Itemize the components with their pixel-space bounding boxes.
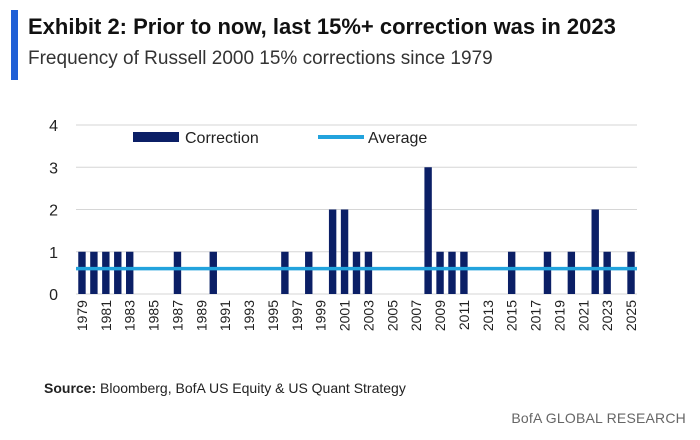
x-tick-label: 1981 <box>98 300 114 331</box>
x-tick-label: 2009 <box>432 300 448 331</box>
bar-1987 <box>173 251 182 294</box>
x-tick-label: 1991 <box>217 300 233 331</box>
x-tick-label: 2015 <box>504 300 520 331</box>
x-tick-label: 2019 <box>551 300 567 331</box>
x-tick-label: 1995 <box>265 300 281 331</box>
bar-1996 <box>281 251 289 294</box>
legend-correction-swatch <box>133 132 179 142</box>
bar-1982 <box>114 251 122 294</box>
bar-1990 <box>209 251 217 294</box>
chart-subtitle: Frequency of Russell 2000 15% correction… <box>28 48 493 69</box>
bar-2015 <box>507 251 516 294</box>
bars <box>78 167 635 294</box>
bar-1981 <box>102 251 110 294</box>
source-note: Source: Bloomberg, BofA US Equity & US Q… <box>44 380 406 396</box>
y-tick-label: 3 <box>49 160 58 177</box>
chart-title: Exhibit 2: Prior to now, last 15%+ corre… <box>28 14 616 39</box>
y-tick-label: 4 <box>49 118 58 135</box>
bar-2009 <box>436 251 444 294</box>
bar-2008 <box>424 167 432 294</box>
x-tick-label: 1997 <box>289 300 305 331</box>
bar-2001 <box>340 209 349 294</box>
x-tick-label: 1987 <box>169 300 185 331</box>
y-tick-label: 2 <box>49 203 58 220</box>
y-tick-label: 0 <box>49 287 58 304</box>
x-tick-label: 1979 <box>74 300 90 331</box>
source-label: Source: <box>44 380 97 396</box>
brand-label: BofA GLOBAL RESEARCH <box>511 410 686 426</box>
x-tick-label: 2003 <box>360 300 376 331</box>
x-tick-label: 2013 <box>480 300 496 331</box>
bar-2023 <box>603 251 611 294</box>
bar-2010 <box>448 251 456 294</box>
x-axis-ticks: 1979 1981 1983 1985 1987 1989 1991 1993 1995 1997… <box>74 300 639 331</box>
x-tick-label: 2017 <box>528 300 544 331</box>
bar-2000 <box>328 209 337 294</box>
x-tick-label: 2025 <box>623 300 639 331</box>
x-tick-label: 1993 <box>241 300 257 331</box>
y-tick-label: 1 <box>49 245 58 262</box>
x-tick-label: 1999 <box>313 300 329 331</box>
bar-2018 <box>543 251 552 294</box>
x-tick-label: 2023 <box>599 300 615 331</box>
bar-2011 <box>460 251 468 294</box>
bar-1980 <box>90 251 98 294</box>
legend-average-label: Average <box>368 130 427 147</box>
bar-2025 <box>627 251 635 294</box>
x-tick-label: 2005 <box>384 300 400 331</box>
x-tick-label: 1985 <box>146 300 162 331</box>
legend: Correction Average <box>133 130 427 147</box>
title-accent-bar <box>11 10 18 80</box>
bar-2003 <box>364 251 373 294</box>
bar-1979 <box>78 251 86 294</box>
x-tick-label: 2011 <box>456 300 472 330</box>
x-tick-label: 1983 <box>122 300 138 331</box>
bar-1983 <box>126 251 134 294</box>
legend-correction-label: Correction <box>185 130 259 147</box>
x-tick-label: 2007 <box>408 300 424 331</box>
y-axis-ticks: 0 1 2 3 4 <box>49 118 58 304</box>
bar-2022 <box>591 209 599 294</box>
bar-1998 <box>305 251 313 294</box>
x-tick-label: 2001 <box>337 300 353 331</box>
source-text: Bloomberg, BofA US Equity & US Quant Str… <box>96 380 406 396</box>
bar-2020 <box>567 251 576 294</box>
x-tick-label: 2021 <box>575 300 591 331</box>
bar-2002 <box>352 251 361 294</box>
x-tick-label: 1989 <box>193 300 209 331</box>
